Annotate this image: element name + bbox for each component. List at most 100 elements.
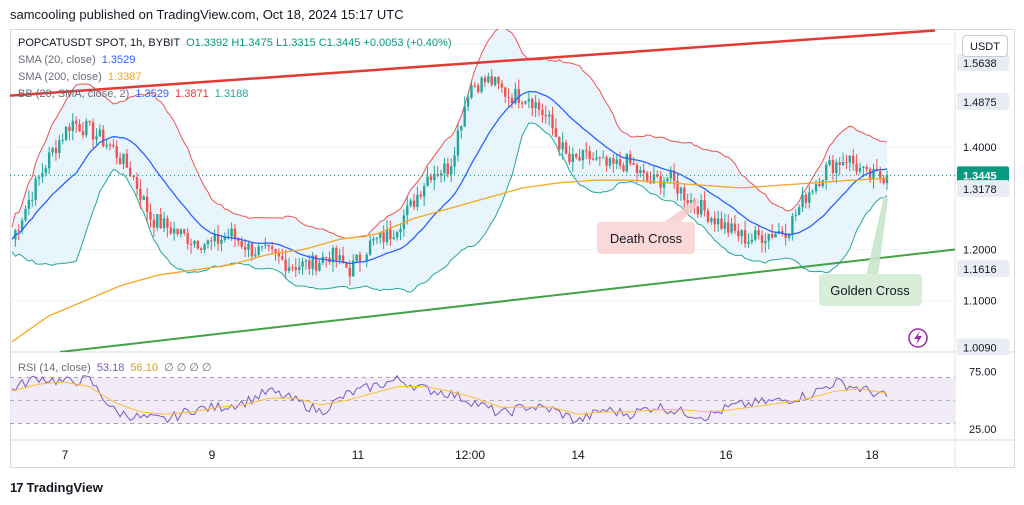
candle-body (666, 178, 669, 182)
candle-body (196, 240, 200, 249)
candle-body (27, 199, 31, 209)
price-tick-label: 1.1000 (963, 296, 997, 308)
sma200-value: 1.3387 (107, 71, 142, 83)
candle-body (429, 176, 433, 181)
price-label-box (957, 93, 1009, 111)
candle-body (757, 230, 760, 236)
death-cross-label: Death Cross (610, 231, 683, 246)
legend-sma20-row[interactable]: SMA (20, close) 1.3529 (18, 54, 135, 66)
candle-body (64, 126, 68, 140)
candle-body (243, 246, 247, 250)
candle-body (132, 175, 135, 178)
rsi-tick-label: 75.00 (969, 367, 997, 379)
candle-body (662, 181, 666, 188)
candle-body (858, 168, 862, 172)
candle-body (108, 144, 112, 146)
candle-body (98, 129, 102, 137)
candle-body (422, 186, 426, 197)
bollinger-band-fill (12, 29, 887, 293)
candle-body (345, 262, 348, 268)
candle-body (17, 230, 20, 232)
candle-body (676, 180, 679, 194)
candle-body (649, 181, 652, 184)
legend-bb-row[interactable]: BB (20, SMA, close, 2) 1.3529 1.3871 1.3… (18, 88, 248, 100)
candle-body (639, 170, 642, 174)
candle-body (733, 223, 737, 231)
candle-body (446, 163, 450, 175)
candle-body (605, 157, 608, 166)
candle-body (824, 164, 828, 180)
bollinger-lower-line (11, 122, 888, 293)
candle-body (784, 233, 787, 238)
candle-body (368, 240, 372, 255)
death-cross-annotation: Death Cross (597, 198, 700, 254)
candle-body (723, 222, 727, 229)
golden-cross-label: Golden Cross (830, 283, 910, 298)
candle-body (770, 234, 774, 238)
candle-body (375, 237, 379, 239)
candle-body (54, 148, 58, 154)
candle-body (591, 159, 595, 161)
time-tick-label: 16 (719, 448, 733, 462)
candle-body (135, 177, 139, 189)
candle-body (199, 248, 203, 250)
rsi-tick-label: 25.00 (969, 424, 997, 436)
candle-body (487, 76, 490, 83)
candle-body (716, 218, 720, 225)
candle-body (598, 157, 602, 159)
candle-body (392, 237, 395, 240)
candle-body (794, 214, 797, 216)
candle-body (416, 194, 419, 208)
candle-body (85, 120, 88, 136)
price-tick-label: 1.2000 (963, 244, 997, 256)
tradingview-footer[interactable]: 17 TradingView (10, 480, 103, 495)
candle-body (162, 218, 166, 229)
candle-body (656, 174, 659, 177)
candle-body (20, 220, 24, 231)
candle-body (257, 246, 260, 255)
candle-body (625, 154, 629, 172)
candle-body (297, 266, 301, 270)
candle-body (520, 103, 524, 105)
candle-body (399, 228, 402, 233)
price-label-box (957, 53, 1009, 71)
rsi-ma-value: 56.10 (130, 362, 158, 374)
candle-body (129, 167, 132, 176)
candle-body (585, 150, 588, 152)
candle-body (602, 157, 605, 159)
candle-body (882, 177, 885, 184)
price-label: 1.1616 (963, 264, 997, 276)
candle-body (260, 245, 264, 247)
candle-body (841, 162, 845, 166)
candle-body (264, 244, 267, 246)
candle-body (456, 130, 460, 156)
candle-body (608, 158, 612, 166)
candle-body (743, 230, 747, 244)
candle-body (301, 261, 304, 267)
legend-rsi-row[interactable]: RSI (14, close) 53.18 56.10 ∅ ∅ ∅ ∅ (18, 361, 212, 374)
candle-body (767, 234, 770, 241)
candle-body (865, 166, 868, 170)
candle-body (139, 188, 142, 200)
symbol-label[interactable]: POPCATUSDT SPOT, 1h, BYBIT (18, 37, 180, 49)
candle-body (382, 232, 385, 243)
candle-body (541, 109, 544, 116)
price-label: 1.4875 (963, 97, 997, 109)
candle-body (754, 230, 757, 240)
legend-sma200-row[interactable]: SMA (200, close) 1.3387 (18, 71, 141, 83)
candle-body (554, 128, 558, 138)
candle-body (710, 218, 713, 222)
candle-body (632, 163, 635, 165)
candle-body (720, 218, 723, 229)
candle-body (581, 150, 585, 161)
candle-body (233, 228, 237, 239)
candle-body (443, 163, 446, 174)
candle-body (449, 166, 453, 175)
candle-body (534, 102, 537, 109)
currency-unit-button[interactable]: USDT (962, 35, 1008, 57)
candle-body (122, 153, 125, 165)
candle-body (304, 260, 308, 262)
candle-body (274, 248, 277, 253)
candle-body (321, 256, 325, 263)
